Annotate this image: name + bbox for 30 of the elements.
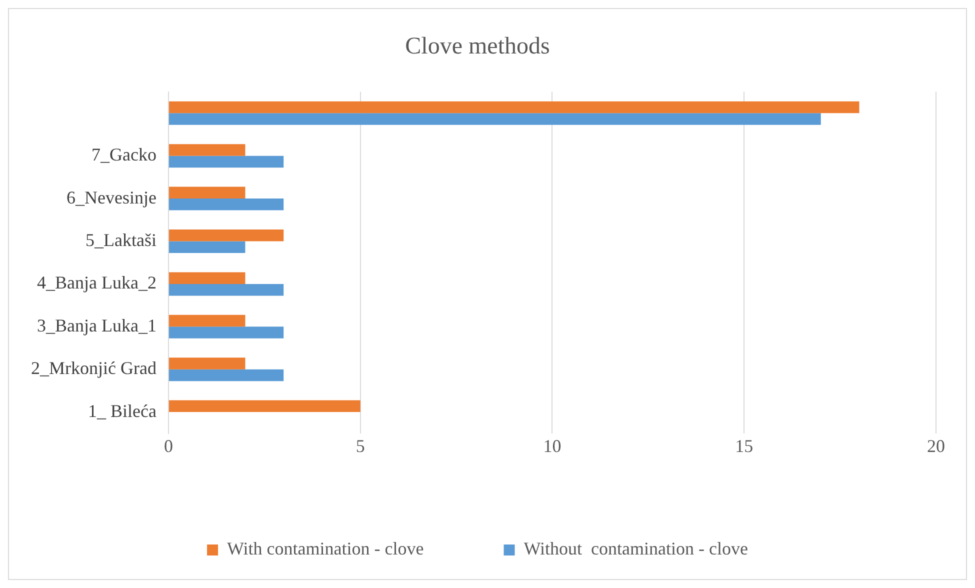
y-tick-label: 5_Laktaši <box>85 230 156 250</box>
y-tick-label: 3_Banja Luka_1 <box>36 315 156 336</box>
x-tick-label: 10 <box>543 436 562 456</box>
x-tick-label: 20 <box>927 436 945 456</box>
x-tick-label: 0 <box>164 436 173 456</box>
bar <box>168 113 821 125</box>
bar <box>168 272 246 284</box>
y-tick-label: 1_ Bileća <box>88 400 156 421</box>
bar <box>168 230 284 242</box>
legend-label: With contamination - clove <box>227 538 424 559</box>
bar <box>168 326 284 338</box>
bar <box>168 314 246 327</box>
bar <box>168 156 284 168</box>
x-tick-label: 15 <box>735 436 754 456</box>
y-tick-label: 6_Nevesinje <box>66 187 156 208</box>
bar <box>168 358 246 370</box>
x-tick-label: 5 <box>356 436 365 456</box>
y-tick-label: 2_Mrkonjić Grad <box>30 358 156 378</box>
bar <box>168 198 284 210</box>
y-tick-label: 4_Banja Luka_2 <box>36 272 156 293</box>
legend-label: Without contamination - clove <box>524 538 748 559</box>
bar <box>168 284 284 296</box>
bar <box>168 241 246 253</box>
bar <box>168 369 284 382</box>
chart-title: Clove methods <box>405 34 550 60</box>
bar <box>168 101 860 114</box>
bar <box>168 144 246 156</box>
bar <box>168 400 360 412</box>
bar <box>168 186 246 199</box>
y-tick-label: 7_Gacko <box>91 144 156 165</box>
